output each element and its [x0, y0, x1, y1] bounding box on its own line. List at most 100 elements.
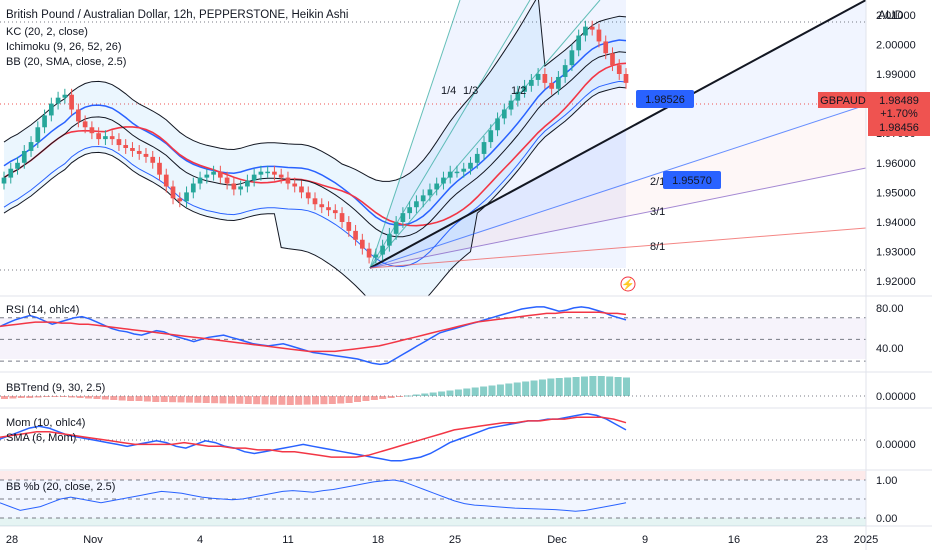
candle-body: [481, 142, 487, 154]
price-tick-label: 1.96000: [876, 158, 916, 170]
bbtrend-bar: [606, 376, 614, 396]
candle-body: [299, 186, 304, 193]
bbtrend-bar: [589, 376, 597, 396]
fib-fan-label: 2/1: [650, 176, 665, 188]
candle-body: [69, 94, 74, 110]
price-label-box: [636, 90, 694, 108]
fib-fan-label: 8/1: [650, 241, 665, 253]
symbol-tag: [818, 92, 868, 108]
mom-signal-line: [0, 416, 627, 458]
bbtrend-bar: [614, 377, 622, 396]
candle-body: [197, 177, 203, 184]
currency-label[interactable]: AUD: [878, 8, 904, 22]
candle-body: [163, 174, 169, 187]
bbtrend-bar: [261, 396, 269, 405]
time-tick-label: 9: [642, 534, 648, 546]
price-axis[interactable]: 2.010002.000001.990001.980001.970001.960…: [6, 0, 930, 550]
bbtrend-bar: [396, 396, 404, 397]
candle-body: [488, 130, 494, 143]
candle-body: [562, 65, 568, 77]
fib-fan-line: [369, 167, 866, 269]
main-price-pane[interactable]: 1/4 1/3 1/2 2/1 3/1 8/1 1.98526 1.95570: [0, 0, 866, 312]
candle-body: [278, 174, 284, 178]
candle-body: [461, 168, 467, 172]
bbtrend-bar: [101, 396, 109, 400]
fib-fan-label: 1/3: [463, 85, 478, 97]
candle-body: [441, 177, 446, 184]
bbp-line: [0, 479, 627, 512]
bbtrend-bar: [328, 396, 336, 404]
candle-body: [501, 109, 507, 119]
fib-fan-line: [369, 227, 866, 269]
candle-body: [89, 127, 95, 134]
bbtrend-bar: [404, 395, 412, 397]
candle-body: [224, 177, 230, 184]
candle-body: [468, 162, 473, 169]
time-tick-label: 25: [449, 534, 461, 546]
bbtrend-bar: [488, 385, 496, 396]
candle-body: [610, 53, 615, 66]
candle-body: [616, 65, 622, 74]
bbtrend-bar: [135, 396, 143, 401]
bbtrend-bar: [505, 383, 513, 396]
bbtrend-bar: [286, 396, 294, 405]
bbtrend-bar: [26, 396, 34, 398]
candle-body: [42, 115, 47, 128]
candle-body: [332, 210, 338, 214]
bbtrend-bar: [34, 396, 42, 398]
price-tick-label: 1.92000: [876, 276, 916, 288]
candle-body: [15, 162, 20, 169]
candle-body: [285, 177, 291, 184]
bbtrend-bar: [152, 396, 160, 402]
bbtrend-bar: [320, 396, 328, 405]
candle-body: [62, 94, 68, 98]
fib-fan-line: [369, 0, 601, 269]
future-area: [626, 0, 866, 296]
bbtrend-bar: [429, 392, 437, 396]
candle-body: [177, 198, 183, 202]
bbtrend-bar: [547, 378, 555, 396]
bbtrend-bar: [1, 396, 8, 399]
bbtrend-bar: [295, 396, 303, 405]
candle-body: [359, 239, 365, 249]
prev-price-text: 1.98456: [879, 122, 919, 134]
rsi-title: RSI (14, ohlc4): [6, 304, 79, 316]
bbtrend-bar: [471, 387, 479, 396]
indicator-panes[interactable]: [0, 295, 932, 527]
candle-body: [305, 192, 311, 199]
rsi-band: [0, 318, 866, 359]
bbtrend-bar: [127, 396, 135, 401]
bbtrend-bar: [303, 396, 311, 405]
bbtrend-bar: [354, 396, 362, 402]
bbtrend-bar: [177, 396, 185, 403]
candle-body: [251, 174, 257, 181]
candle-body: [55, 97, 61, 104]
indicator-legend-item: BB (20, SMA, close, 2.5): [6, 56, 126, 68]
candle-body: [143, 153, 149, 157]
bbtrend-bar: [496, 384, 504, 396]
rsi-line: [0, 306, 627, 366]
candle-body: [319, 204, 325, 208]
price-label-box: [663, 171, 721, 189]
candle-body: [238, 186, 243, 190]
bbtrend-bar: [463, 388, 471, 396]
time-tick-label: 11: [282, 534, 293, 546]
candle-body: [414, 201, 419, 208]
bbtrend-bar: [51, 396, 59, 397]
bbp-title: BB %b (20, close, 2.5): [6, 481, 115, 493]
candle-body: [346, 222, 352, 231]
candle-body: [326, 207, 331, 211]
candle-body: [130, 148, 135, 151]
bbtrend-bar: [421, 393, 429, 396]
rsi-tick-label: 80.00: [876, 303, 904, 315]
bb-upper-line: [3, 0, 627, 182]
candle-body: [48, 103, 54, 116]
bbtrend-bar: [564, 377, 572, 396]
candle-body: [109, 136, 115, 140]
time-tick-label: 18: [372, 534, 384, 546]
candle-body: [576, 35, 582, 51]
bbtrend-bar: [110, 396, 118, 400]
bbtrend-bar: [118, 396, 126, 401]
bbtrend-bar: [269, 396, 277, 405]
